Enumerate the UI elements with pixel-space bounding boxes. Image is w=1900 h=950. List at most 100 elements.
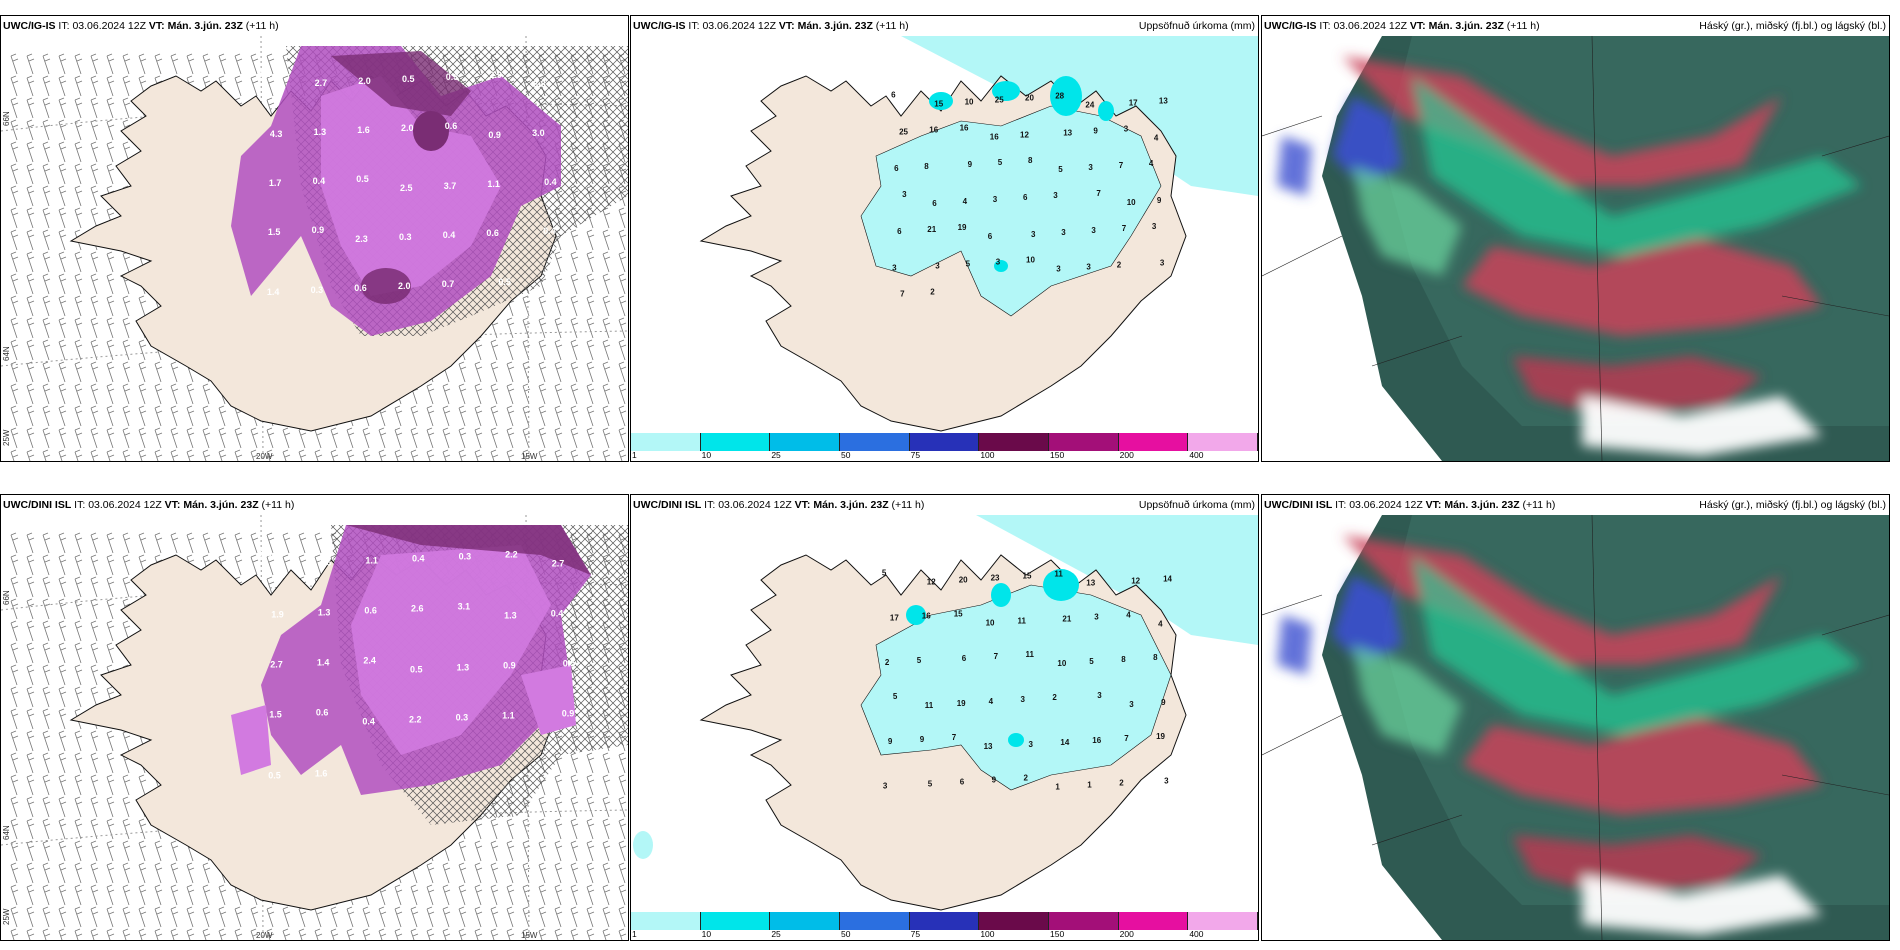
value-label: 8 [1121,655,1126,664]
panel-cloud-top[interactable]: UWC/IG-IS IT: 03.06.2024 12Z VT: Mán. 3.… [1261,15,1890,462]
value-label: 0.5 [410,665,423,675]
value-label: 6 [932,199,937,208]
colorbar-swatch [840,433,910,451]
lon-label-15w: 15W [521,452,538,461]
value-label: 3 [1152,222,1157,231]
value-label: 3 [1056,265,1061,274]
value-label: 0.6 [354,283,367,293]
value-label: 2.8 [259,549,272,559]
it-label: IT: [704,499,716,511]
value-label: 1.4 [317,658,330,668]
convective-labels: 2.8 1.6 1.1 0.4 0.3 2.2 2.7 1.9 1.3 0.6 2.6 3.1 1.3 0… [259,549,575,781]
value-label: 1.3 [314,127,327,137]
value-label: 0.4 [412,554,425,564]
init-time: 03.06.2024 12Z [88,499,162,511]
panel-wind-bottom[interactable]: UWC/DINI ISL IT: 03.06.2024 12Z VT: Mán.… [0,494,629,941]
vt-label: VT: [1425,499,1442,511]
value-label: 1.3 [318,608,331,618]
value-label: 3 [883,782,888,791]
value-label: 0.4 [443,230,456,240]
lead-time: (+11 h) [261,499,295,511]
panel-cloud-bottom[interactable]: UWC/DINI ISL IT: 03.06.2024 12Z VT: Mán.… [1261,494,1890,941]
value-label: 15 [954,609,963,618]
value-label: 6 [891,90,896,99]
colorbar-swatch [631,433,701,451]
value-label: 0.5 [498,277,511,287]
value-label: 0.3 [311,285,324,295]
value-label: 12 [927,577,936,586]
value-label: 2.6 [411,604,424,614]
value-label: 0.5 [268,771,281,781]
value-label: 3 [1086,263,1091,272]
value-label: 17 [890,613,899,622]
value-label: 2.5 [400,183,413,193]
lat-label-66n: 66N [2,111,11,126]
vt-label: VT: [1409,20,1426,32]
grid-labels: 20W 15W 25W 66N 64N [2,111,538,461]
value-label: 3 [1088,163,1093,172]
value-label: 16 [990,132,999,141]
value-label: 6 [897,227,902,236]
panel-field-title: Uppsöfnuð úrkoma (mm) [1138,20,1255,32]
value-label: 10 [1026,256,1035,265]
panel-precip-top[interactable]: UWC/IG-IS IT: 03.06.2024 12Z VT: Mán. 3.… [630,15,1259,462]
valid-time: Mán. 3.jún. 23Z [167,20,243,32]
colorbar-swatch [1049,433,1119,451]
colorbar-swatch [909,912,980,930]
panel-header: UWC/DINI ISL IT: 03.06.2024 12Z VT: Mán.… [631,495,1258,515]
value-label: 7 [952,733,957,742]
value-label: 2.0 [398,281,411,291]
valid-time: Mán. 3.jún. 23Z [797,20,873,32]
value-label: 3.2 [258,69,271,79]
value-label: 1.5 [268,227,281,237]
colorbar-swatch [840,912,910,930]
value-label: 5 [882,568,887,577]
value-label: 25 [899,127,908,136]
value-label: 8 [924,162,929,171]
value-label: 0.9 [488,130,501,140]
value-label: 6 [988,232,993,241]
value-label: 3 [1021,695,1026,704]
value-label: 10 [1057,659,1066,668]
value-label: 3 [1061,228,1066,237]
value-label: 3 [935,262,940,271]
value-label: 2.2 [409,715,422,725]
lead-time: (+11 h) [1506,20,1540,32]
value-label: 0.7 [442,279,455,289]
value-label: 2.4 [363,656,376,666]
value-label: 3 [1124,124,1129,133]
colorbar-tick: 100 [980,929,995,939]
value-label: 11 [1054,569,1063,578]
lead-time: (+11 h) [875,20,909,32]
panel-header: UWC/IG-IS IT: 03.06.2024 12Z VT: Mán. 3.… [631,16,1258,36]
value-label: 6 [894,164,899,173]
value-label: 2.2 [505,550,518,560]
value-label: 9 [968,160,973,169]
value-label: 6 [960,778,965,787]
value-label: 3.8 [533,79,546,89]
value-label: 19 [958,223,967,232]
panel-wind-top[interactable]: UWC/IG-IS IT: 03.06.2024 12Z VT: Mán. 3.… [0,15,629,462]
colorbar: 1 10 25 50 75 100 150 200 400 [631,912,1258,940]
value-label: 2.0 [401,123,414,133]
cloud-map [1262,515,1889,940]
colorbar-tick: 100 [980,450,995,460]
value-label: 7 [1096,189,1101,198]
value-label: 2.7 [270,660,283,670]
panel-precip-bottom[interactable]: UWC/DINI ISL IT: 03.06.2024 12Z VT: Mán.… [630,494,1259,941]
wind-map: 3.2 2.7 2.0 0.5 0.3 2.9 3.8 4.3 1.3 1.6 2.0 0.6 0.9 3… [1,36,628,461]
value-label: 0.6 [316,708,329,718]
value-label: 0.3 [446,72,459,82]
model-name: UWC/DINI ISL [633,499,702,511]
colorbar-tick: 150 [1050,929,1065,939]
model-name: UWC/IG-IS [1264,20,1317,32]
value-label: 11 [925,701,934,710]
value-label: 13 [1063,128,1072,137]
value-label: 16 [960,123,969,132]
colorbar-tick: 75 [910,929,921,939]
valid-time: Mán. 3.jún. 23Z [1428,20,1504,32]
lon-label-25w: 25W [2,908,11,925]
value-label: 3 [993,195,998,204]
value-label: 5 [917,656,922,665]
